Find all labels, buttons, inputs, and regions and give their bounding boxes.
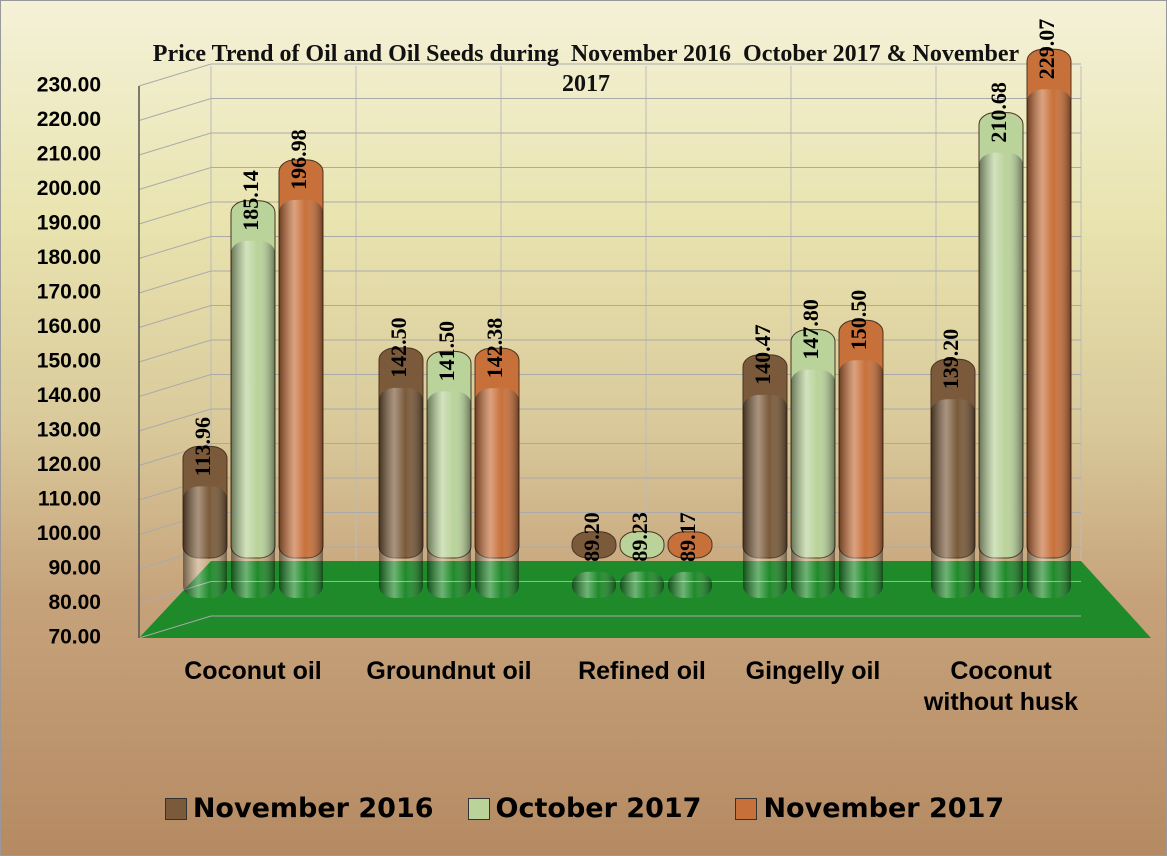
value-label: 113.96 <box>190 417 215 476</box>
grid-line <box>138 201 1081 225</box>
value-label: 89.23 <box>627 512 652 562</box>
bar <box>619 531 665 559</box>
bar-group <box>378 347 424 598</box>
bar-group <box>838 319 884 598</box>
grid-line <box>138 98 1081 121</box>
bar-shade <box>183 486 227 598</box>
grid-line <box>138 615 1081 639</box>
bar-shade <box>231 240 275 598</box>
y-tick-label: 190.00 <box>37 212 101 235</box>
y-tick-label: 130.00 <box>37 419 101 442</box>
legend-swatch <box>467 797 490 820</box>
y-tick-label: 110.00 <box>38 488 101 511</box>
legend-swatch <box>735 797 758 820</box>
value-label: 142.50 <box>386 317 411 378</box>
value-label: 229.07 <box>1034 19 1059 80</box>
legend-label: November 2016 <box>192 793 434 824</box>
bar-shade <box>427 391 471 598</box>
value-label: 210.68 <box>986 82 1011 143</box>
bar-group <box>230 200 276 598</box>
bar-shade <box>791 369 835 598</box>
bar-shade <box>620 571 664 598</box>
legend-item: November 2017 <box>735 793 1004 824</box>
value-label: 141.50 <box>434 321 459 382</box>
value-label: 196.98 <box>286 129 311 190</box>
x-tick-label: Coconut oil <box>184 657 322 685</box>
grid-line <box>138 305 1081 328</box>
legend-label: October 2017 <box>495 793 702 824</box>
y-tick-label: 140.00 <box>37 384 101 407</box>
x-tick-label: Gingelly oil <box>745 657 881 685</box>
value-label: 139.20 <box>938 329 963 390</box>
bar-group <box>667 531 713 598</box>
bar-shade <box>379 387 423 598</box>
y-tick-label: 120.00 <box>37 453 101 476</box>
value-label: 89.17 <box>675 512 700 562</box>
x-tick-label: Coconut without husk <box>923 657 1079 716</box>
bar-group <box>978 112 1024 599</box>
bar-shade <box>572 571 616 598</box>
legend: November 2016 October 2017 November 2017 <box>1 793 1166 824</box>
bar-shade <box>1027 89 1071 598</box>
x-tick-label: Groundnut oil <box>366 657 532 685</box>
bar-shade <box>279 199 323 598</box>
grid-line <box>138 167 1081 190</box>
x-tick-label: Refined oil <box>578 657 706 685</box>
bar-shade <box>475 388 519 598</box>
bar-group <box>182 445 228 598</box>
y-tick-label: 230.00 <box>37 74 101 97</box>
y-tick-label: 150.00 <box>37 350 101 373</box>
y-tick-label: 210.00 <box>37 143 101 166</box>
bar-shade <box>979 152 1023 599</box>
grid-line <box>138 270 1081 294</box>
y-tick-label: 100.00 <box>37 522 101 545</box>
bar-group <box>619 531 665 598</box>
bar <box>571 531 617 559</box>
bar-shade <box>743 394 787 598</box>
value-label: 89.20 <box>579 512 604 562</box>
bar-group <box>474 347 520 598</box>
legend-label: November 2017 <box>763 793 1005 824</box>
value-label: 147.80 <box>798 299 823 360</box>
grid-line <box>138 236 1081 259</box>
bar-group <box>742 354 788 598</box>
y-tick-label: 70.00 <box>48 626 101 649</box>
y-tick-label: 220.00 <box>37 108 101 131</box>
bar-shade <box>668 571 712 598</box>
value-label: 142.38 <box>482 318 507 379</box>
bar-group <box>278 159 324 598</box>
bar-group <box>571 531 617 598</box>
y-tick-label: 180.00 <box>37 246 101 269</box>
grid-line <box>138 132 1081 156</box>
y-tick-label: 200.00 <box>37 177 101 200</box>
bar-shade <box>839 360 883 598</box>
value-label: 185.14 <box>238 170 263 231</box>
bar-group <box>930 358 976 598</box>
legend-swatch <box>164 797 187 820</box>
grid-line <box>138 63 1081 87</box>
y-tick-label: 160.00 <box>37 315 101 338</box>
legend-item: November 2016 <box>164 793 434 824</box>
chart-title: Price Trend of Oil and Oil Seeds during … <box>152 41 1026 97</box>
bar <box>667 531 713 559</box>
y-tick-label: 80.00 <box>48 591 101 614</box>
bar-shade <box>931 399 975 598</box>
bar-group <box>790 329 836 598</box>
legend-item: October 2017 <box>467 793 702 824</box>
value-label: 140.47 <box>750 324 775 385</box>
y-tick-label: 90.00 <box>48 557 101 580</box>
value-label: 150.50 <box>846 290 871 351</box>
y-tick-label: 170.00 <box>37 281 101 304</box>
bar-group <box>1026 48 1072 598</box>
bar-group <box>426 350 472 598</box>
